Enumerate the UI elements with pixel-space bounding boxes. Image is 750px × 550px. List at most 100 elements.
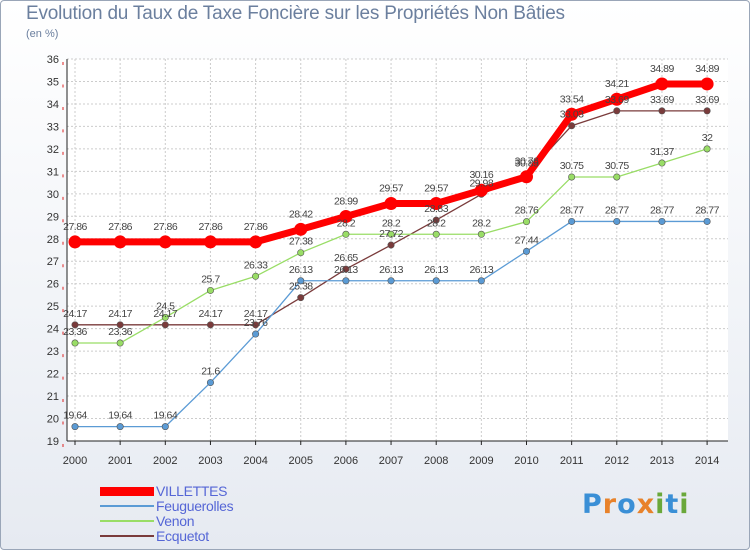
data-label-villettes: 34.89: [695, 63, 719, 75]
y-tick-label: 29: [47, 211, 59, 223]
data-point-ecquetot: [613, 107, 621, 115]
data-label-villettes: 27.86: [153, 221, 177, 233]
y-axis-unit: (en %): [26, 28, 59, 40]
data-point-venon: [116, 339, 124, 347]
y-tick-label: 35: [47, 76, 59, 88]
y-tick-label: 19: [47, 436, 59, 448]
legend-label-villettes: VILLETTES: [156, 483, 228, 499]
legend-swatch-villettes: [100, 487, 154, 496]
data-point-feuguerolles: [703, 217, 711, 225]
data-label-feuguerolles: 26.13: [469, 264, 493, 276]
data-point-venon: [297, 249, 305, 257]
y-tick-label: 23: [47, 346, 59, 358]
x-tick-label: 2011: [560, 455, 584, 467]
data-label-feuguerolles: 26.13: [424, 264, 448, 276]
x-tick-label: 2001: [108, 455, 132, 467]
y-tick-label: 30: [47, 189, 59, 201]
data-label-venon: 28.76: [515, 205, 539, 217]
data-label-villettes: 30.76: [515, 156, 539, 168]
logo-letter: P: [582, 489, 603, 520]
data-label-feuguerolles: 23.76: [244, 317, 268, 329]
data-label-villettes: 27.86: [244, 221, 268, 233]
data-point-villettes: [520, 170, 533, 184]
y-tick-label: 26: [47, 279, 59, 291]
data-point-venon: [161, 313, 169, 321]
data-label-villettes: 29.57: [424, 182, 448, 194]
data-label-feuguerolles: 28.77: [605, 204, 629, 216]
data-label-venon: 26.33: [244, 259, 268, 271]
data-point-feuguerolles: [387, 277, 395, 285]
data-label-venon: 28.2: [337, 217, 356, 229]
data-label-villettes: 28.42: [289, 208, 313, 220]
y-tick-label: 24: [47, 324, 59, 336]
data-label-ecquetot: 33.03: [560, 109, 584, 121]
x-tick-label: 2013: [650, 455, 674, 467]
data-label-villettes: 27.86: [199, 221, 223, 233]
data-point-villettes: [294, 222, 308, 236]
data-point-venon: [703, 145, 711, 153]
data-label-ecquetot: 25.38: [289, 281, 313, 293]
legend-label-feuguerolles: Feuguerolles: [156, 498, 234, 514]
data-point-villettes: [610, 92, 624, 106]
data-label-venon: 24.5: [156, 300, 175, 312]
legend-swatch-ecquetot: [100, 535, 154, 537]
data-point-feuguerolles: [297, 277, 305, 285]
data-label-venon: 23.36: [63, 326, 87, 338]
data-label-venon: 28.2: [427, 217, 446, 229]
logo-letter: o: [617, 489, 637, 520]
data-point-villettes: [113, 235, 127, 249]
data-point-villettes: [158, 235, 172, 249]
data-point-venon: [658, 159, 666, 167]
y-tick-label: 32: [47, 144, 59, 156]
data-label-villettes: 28.99: [334, 196, 358, 208]
data-point-venon: [432, 230, 440, 238]
y-tick-label: 25: [47, 301, 59, 313]
x-tick-label: 2009: [469, 455, 493, 467]
data-label-feuguerolles: 21.6: [201, 366, 220, 378]
data-point-ecquetot: [703, 107, 711, 115]
logo-letter: i: [655, 489, 666, 520]
y-tick-label: 36: [47, 54, 59, 66]
logo-letter: t: [665, 489, 680, 520]
x-tick-label: 2002: [153, 455, 177, 467]
data-label-venon: 27.38: [289, 236, 313, 248]
y-tick-label: 33: [47, 121, 59, 133]
data-point-feuguerolles: [568, 217, 576, 225]
data-label-venon: 25.7: [201, 273, 220, 285]
data-point-feuguerolles: [116, 423, 124, 431]
data-point-villettes: [68, 235, 82, 249]
legend-label-venon: Venon: [156, 513, 195, 529]
legend-label-ecquetot: Ecquetot: [156, 528, 209, 544]
data-label-ecquetot: 24.17: [153, 308, 177, 320]
data-point-feuguerolles: [477, 277, 485, 285]
data-label-ecquetot: 24.17: [63, 308, 87, 320]
data-point-venon: [342, 230, 350, 238]
plot-area: [67, 59, 728, 441]
y-tick-label: 31: [47, 166, 59, 178]
data-label-ecquetot: 33.69: [605, 94, 629, 106]
proxiti-logo: Proxiti: [582, 489, 690, 520]
data-label-venon: 31.37: [650, 146, 674, 158]
data-point-ecquetot: [252, 321, 260, 329]
logo-letter: x: [636, 489, 656, 520]
data-point-feuguerolles: [658, 217, 666, 225]
data-point-ecquetot: [432, 216, 440, 224]
x-tick-label: 2003: [198, 455, 222, 467]
data-label-villettes: 34.89: [650, 63, 674, 75]
x-tick-label: 2005: [289, 455, 313, 467]
data-point-ecquetot: [161, 321, 169, 329]
chart-title: Evolution du Taux de Taxe Foncière sur l…: [26, 3, 565, 24]
data-label-ecquetot: 26.65: [334, 252, 358, 264]
data-label-villettes: 33.54: [560, 93, 584, 105]
data-label-venon: 23.36: [108, 326, 132, 338]
legend-swatch-venon: [100, 520, 154, 522]
y-tick-label: 28: [47, 234, 59, 246]
x-tick-label: 2006: [334, 455, 358, 467]
data-point-villettes: [565, 107, 579, 121]
data-label-villettes: 27.86: [108, 221, 132, 233]
y-tick-label: 20: [47, 414, 59, 426]
data-point-venon: [613, 173, 621, 181]
data-label-venon: 30.75: [605, 160, 629, 172]
x-tick-label: 2004: [243, 455, 267, 467]
data-label-feuguerolles: 26.13: [334, 264, 358, 276]
